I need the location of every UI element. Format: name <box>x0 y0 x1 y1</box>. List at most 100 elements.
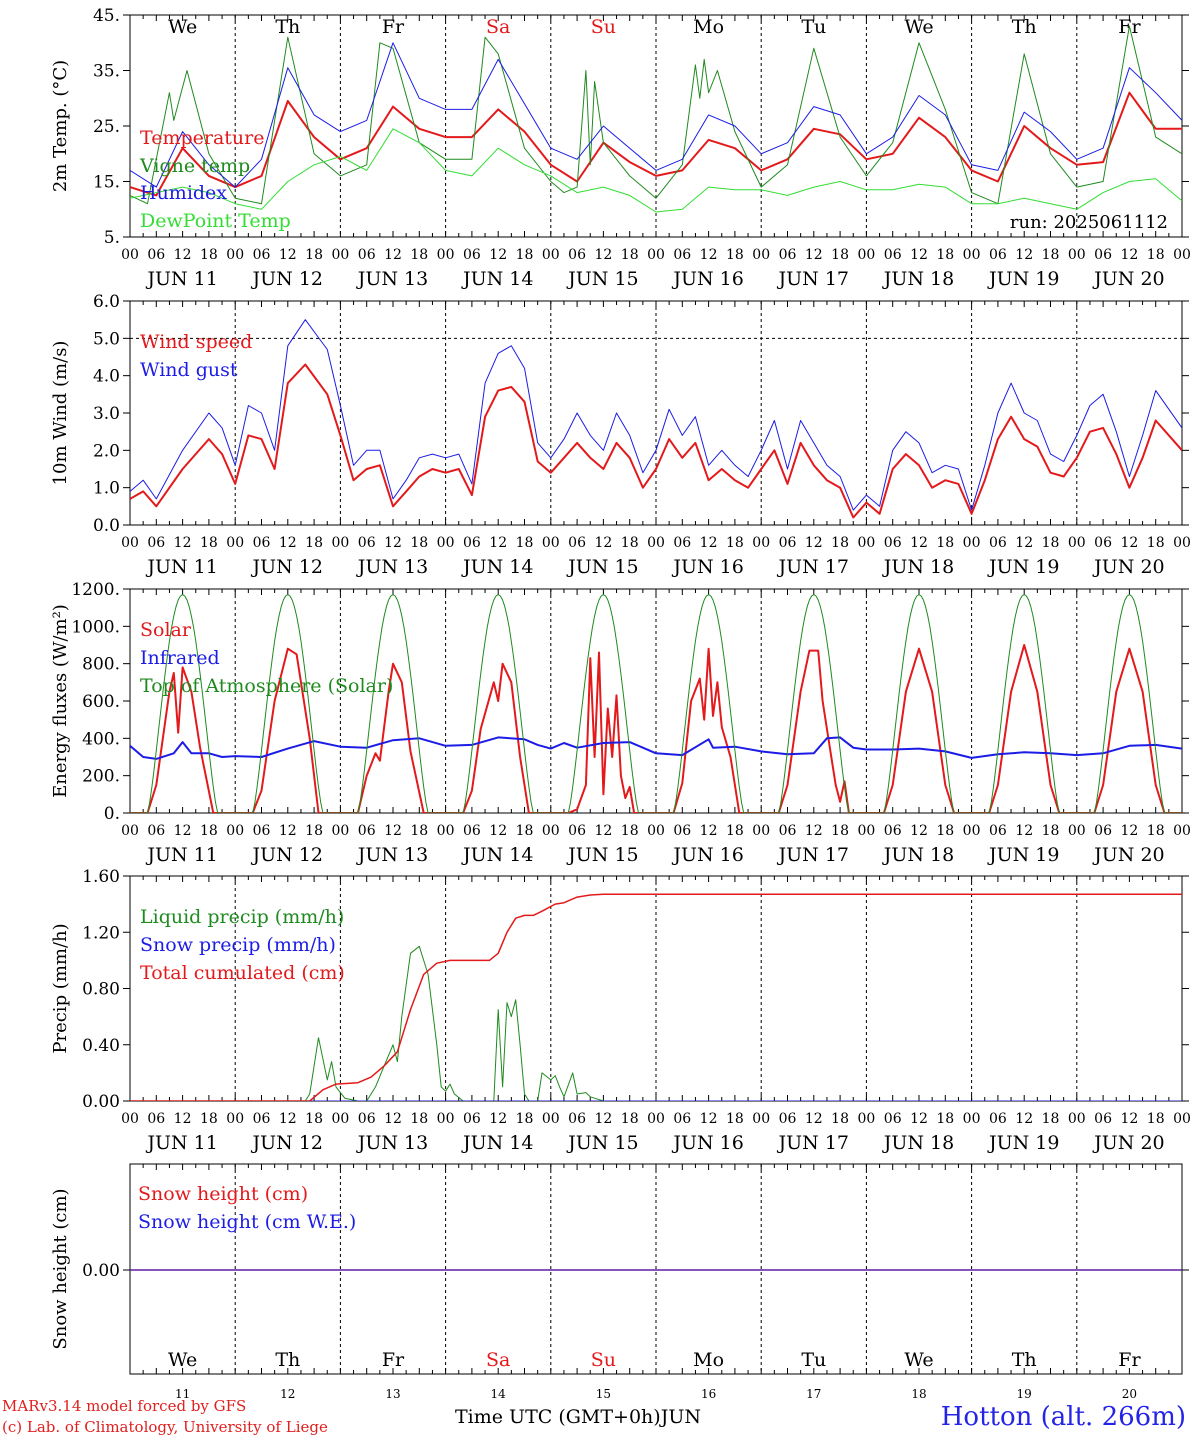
hour-tick-label: 12 <box>489 1111 507 1127</box>
weekday-label: Su <box>591 16 616 38</box>
day-label: JUN 17 <box>777 556 849 578</box>
series-group <box>130 594 1182 813</box>
hour-tick-label: 12 <box>489 535 507 551</box>
hour-tick-label: 12 <box>910 823 928 839</box>
y-tick-label: 800. <box>82 655 120 675</box>
day-label: JUN 17 <box>777 1132 849 1154</box>
date-label: 18 <box>911 1387 926 1401</box>
hour-tick-label: 00 <box>752 823 770 839</box>
hour-tick-label: 00 <box>331 823 349 839</box>
day-label: JUN 20 <box>1092 844 1164 866</box>
hour-tick-label: 00 <box>1068 535 1086 551</box>
day-label: JUN 12 <box>251 268 323 290</box>
date-label: 14 <box>491 1387 507 1401</box>
hour-tick-label: 12 <box>174 823 192 839</box>
hour-tick-label: 12 <box>910 535 928 551</box>
day-label: JUN 11 <box>145 844 217 866</box>
hour-tick-label: 00 <box>647 535 665 551</box>
hour-tick-label: 00 <box>121 247 139 263</box>
day-label: JUN 17 <box>777 268 849 290</box>
hour-tick-label: 18 <box>936 247 954 263</box>
hour-tick-label: 18 <box>1042 535 1060 551</box>
series-line-3 <box>130 893 1182 1101</box>
hour-tick-label: 00 <box>857 535 875 551</box>
hour-tick-label: 06 <box>568 535 586 551</box>
series-line-3 <box>130 594 1182 813</box>
legend-entry: Snow height (cm) <box>138 1183 308 1205</box>
y-axis-label: Energy fluxes (W/m²) <box>50 604 71 798</box>
hour-tick-label: 18 <box>200 1111 218 1127</box>
x-axis-label-text: Time UTC (GMT+0h) <box>455 1406 661 1428</box>
hour-tick-label: 18 <box>516 1111 534 1127</box>
date-label: 17 <box>806 1387 821 1401</box>
day-label: JUN 14 <box>461 556 533 578</box>
hour-tick-label: 00 <box>857 1111 875 1127</box>
y-tick-label: 200. <box>82 767 120 787</box>
y-tick-label: 0.0 <box>93 516 120 536</box>
series-line-2 <box>130 736 1182 760</box>
weekday-label: Su <box>591 1349 616 1371</box>
hour-tick-label: 12 <box>384 247 402 263</box>
hour-tick-label: 18 <box>936 1111 954 1127</box>
day-label: JUN 20 <box>1092 1132 1164 1154</box>
series-line-1 <box>130 945 1182 1101</box>
hour-tick-label: 00 <box>121 823 139 839</box>
hour-tick-label: 06 <box>568 1111 586 1127</box>
weekday-label: We <box>904 16 933 38</box>
hour-tick-label: 18 <box>516 535 534 551</box>
hour-tick-label: 18 <box>621 1111 639 1127</box>
y-tick-label: 1.60 <box>82 867 120 887</box>
hour-tick-label: 00 <box>121 535 139 551</box>
hour-tick-label: 00 <box>1068 1111 1086 1127</box>
station-label: Hotton (alt. 266m) <box>940 1402 1186 1432</box>
hour-tick-label: 12 <box>700 247 718 263</box>
hour-tick-label: 18 <box>1042 247 1060 263</box>
day-label: JUN 15 <box>566 556 638 578</box>
hour-tick-label: 06 <box>673 535 691 551</box>
series-line-3 <box>130 42 1182 188</box>
x-axis-month: JUN <box>660 1406 701 1428</box>
y-tick-label: 0.80 <box>82 980 120 1000</box>
hour-tick-label: 12 <box>1120 535 1138 551</box>
y-tick-label: 400. <box>82 729 120 749</box>
y-tick-label: 0.40 <box>82 1036 120 1056</box>
day-label: JUN 18 <box>882 844 954 866</box>
hour-tick-label: 18 <box>726 823 744 839</box>
hour-tick-label: 06 <box>147 535 165 551</box>
y-tick-label: 6.0 <box>93 292 120 312</box>
hour-tick-label: 18 <box>621 823 639 839</box>
hour-tick-label: 06 <box>884 247 902 263</box>
day-label: JUN 11 <box>145 1132 217 1154</box>
hour-tick-label: 00 <box>226 823 244 839</box>
weekday-label: We <box>904 1349 933 1371</box>
day-label: JUN 16 <box>671 556 743 578</box>
legend-entry: Humidex <box>140 182 227 204</box>
hour-tick-label: 18 <box>831 823 849 839</box>
hour-tick-label: 00 <box>226 1111 244 1127</box>
hour-tick-label: 18 <box>1147 247 1165 263</box>
legend-entry: Liquid precip (mm/h) <box>140 906 344 928</box>
legend-entry: Solar <box>140 619 192 641</box>
run-label: run: 2025061112 <box>1010 212 1168 233</box>
hour-tick-label: 18 <box>621 535 639 551</box>
hour-tick-label: 12 <box>700 1111 718 1127</box>
weekday-label: Th <box>1012 1349 1037 1371</box>
weekday-label: We <box>168 1349 197 1371</box>
hour-tick-label: 06 <box>568 247 586 263</box>
hour-tick-label: 06 <box>358 247 376 263</box>
panel-5: 0.00 Snow height (cm) We 11 Th 12 Fr 13 Sa 14 Su 15… <box>50 1163 1189 1401</box>
legend-entry: Wind speed <box>140 331 252 353</box>
y-axis-label: 2m Temp. (°C) <box>50 60 71 192</box>
hour-tick-label: 00 <box>647 1111 665 1127</box>
hour-tick-label: 00 <box>963 535 981 551</box>
hour-tick-label: 18 <box>831 1111 849 1127</box>
hour-tick-label: 12 <box>279 247 297 263</box>
weekday-label: Fr <box>382 1349 405 1371</box>
hour-tick-label: 00 <box>331 1111 349 1127</box>
hour-tick-label: 12 <box>279 1111 297 1127</box>
series-line-4 <box>130 128 1182 213</box>
y-tick-label: 0.00 <box>82 1092 120 1112</box>
weekday-label: Th <box>1012 16 1037 38</box>
hour-tick-label: 18 <box>621 247 639 263</box>
hour-tick-label: 12 <box>594 535 612 551</box>
